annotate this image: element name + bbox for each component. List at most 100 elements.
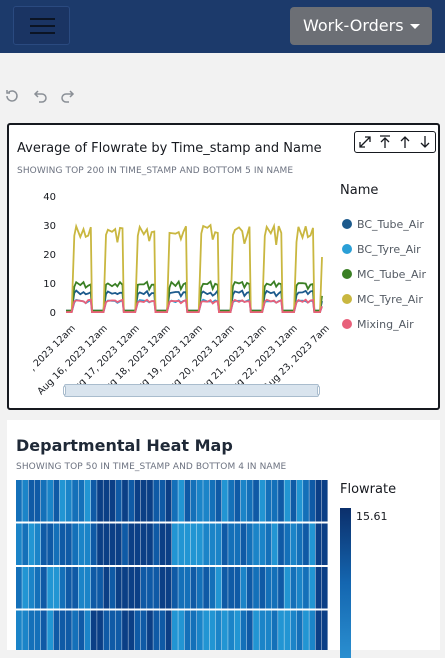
heatmap-cell[interactable] <box>172 523 178 566</box>
heatmap-cell[interactable] <box>221 523 228 566</box>
heatmap-cell[interactable] <box>203 523 210 566</box>
heatmap-cell[interactable] <box>259 480 266 522</box>
heatmap-cell[interactable] <box>28 480 35 522</box>
heatmap-cell[interactable] <box>122 480 128 522</box>
heatmap-cell[interactable] <box>165 567 172 609</box>
heatmap-cell[interactable] <box>196 480 203 522</box>
heatmap-cell[interactable] <box>16 610 22 651</box>
heatmap-cell[interactable] <box>209 567 216 609</box>
heatmap-cell[interactable] <box>184 523 191 566</box>
heatmap-cell[interactable] <box>28 610 35 651</box>
heatmap-cell[interactable] <box>190 567 197 609</box>
heatmap-cell[interactable] <box>40 523 47 566</box>
heatmap-cell[interactable] <box>165 523 172 566</box>
redo-icon[interactable] <box>60 88 76 104</box>
heatmap-cell[interactable] <box>271 610 278 651</box>
heatmap-cell[interactable] <box>97 480 103 522</box>
heatmap-cell[interactable] <box>178 480 185 522</box>
heatmap-cell[interactable] <box>172 480 178 522</box>
heatmap-cell[interactable] <box>253 480 259 522</box>
heatmap-cell[interactable] <box>47 567 54 609</box>
heatmap-cell[interactable] <box>134 523 141 566</box>
heatmap-cell[interactable] <box>84 480 91 522</box>
heatmap-cell[interactable] <box>128 567 135 609</box>
heatmap-cell[interactable] <box>284 480 291 522</box>
heatmap-cell[interactable] <box>253 567 259 609</box>
heatmap-cell[interactable] <box>278 567 284 609</box>
heatmap-cell[interactable] <box>246 610 253 651</box>
heatmap-cell[interactable] <box>209 480 216 522</box>
heatmap-cell[interactable] <box>309 480 316 522</box>
heatmap-cell[interactable] <box>109 480 116 522</box>
heatmap-grid[interactable] <box>16 480 328 650</box>
heatmap-cell[interactable] <box>253 523 259 566</box>
heatmap-cell[interactable] <box>172 567 178 609</box>
heatmap-cell[interactable] <box>184 567 191 609</box>
heatmap-cell[interactable] <box>228 523 234 566</box>
heatmap-cell[interactable] <box>16 480 22 522</box>
heatmap-cell[interactable] <box>165 480 172 522</box>
heatmap-cell[interactable] <box>103 523 110 566</box>
heatmap-cell[interactable] <box>303 567 309 609</box>
heatmap-cell[interactable] <box>203 567 210 609</box>
heatmap-cell[interactable] <box>278 610 284 651</box>
heatmap-cell[interactable] <box>303 523 309 566</box>
heatmap-cell[interactable] <box>103 480 110 522</box>
heatmap-cell[interactable] <box>97 567 103 609</box>
heatmap-cell[interactable] <box>47 480 54 522</box>
heatmap-cell[interactable] <box>284 523 291 566</box>
heatmap-cell[interactable] <box>122 523 128 566</box>
heatmap-cell[interactable] <box>22 523 29 566</box>
heatmap-cell[interactable] <box>240 610 247 651</box>
heatmap-cell[interactable] <box>190 610 197 651</box>
heatmap-cell[interactable] <box>65 523 72 566</box>
heatmap-cell[interactable] <box>221 610 228 651</box>
heatmap-cell[interactable] <box>184 610 191 651</box>
heatmap-cell[interactable] <box>34 610 41 651</box>
heatmap-cell[interactable] <box>40 567 47 609</box>
chart-scrollbar[interactable] <box>63 384 320 397</box>
heatmap-cell[interactable] <box>153 567 160 609</box>
heatmap-cell[interactable] <box>246 567 253 609</box>
heatmap-cell[interactable] <box>90 480 97 522</box>
heatmap-cell[interactable] <box>53 610 60 651</box>
heatmap-cell[interactable] <box>59 523 66 566</box>
heatmap-cell[interactable] <box>47 523 54 566</box>
heatmap-cell[interactable] <box>246 523 253 566</box>
heatmap-cell[interactable] <box>140 523 147 566</box>
series-line-mixing-air[interactable] <box>66 298 323 313</box>
heatmap-cell[interactable] <box>271 523 278 566</box>
heatmap-cell[interactable] <box>228 480 234 522</box>
heatmap-cell[interactable] <box>97 610 103 651</box>
heatmap-cell[interactable] <box>172 610 178 651</box>
heatmap-cell[interactable] <box>296 610 303 651</box>
heatmap-cell[interactable] <box>78 523 85 566</box>
heatmap-cell[interactable] <box>109 610 116 651</box>
heatmap-cell[interactable] <box>296 523 303 566</box>
heatmap-cell[interactable] <box>103 567 110 609</box>
line-chart-visual[interactable]: Average of Flowrate by Time_stamp and Na… <box>7 123 440 410</box>
heatmap-cell[interactable] <box>209 523 216 566</box>
heatmap-cell[interactable] <box>184 480 191 522</box>
heatmap-cell[interactable] <box>321 610 328 651</box>
heatmap-cell[interactable] <box>22 610 29 651</box>
menu-button[interactable] <box>13 6 70 45</box>
heatmap-cell[interactable] <box>134 610 141 651</box>
heatmap-cell[interactable] <box>215 523 222 566</box>
heatmap-cell[interactable] <box>315 480 322 522</box>
heatmap-cell[interactable] <box>78 567 85 609</box>
heatmap-cell[interactable] <box>321 523 328 566</box>
heatmap-cell[interactable] <box>165 610 172 651</box>
heatmap-cell[interactable] <box>265 523 272 566</box>
heatmap-cell[interactable] <box>122 610 128 651</box>
heatmap-cell[interactable] <box>140 480 147 522</box>
heatmap-cell[interactable] <box>109 523 116 566</box>
heatmap-cell[interactable] <box>321 567 328 609</box>
heatmap-cell[interactable] <box>196 523 203 566</box>
heatmap-cell[interactable] <box>72 567 78 609</box>
heatmap-cell[interactable] <box>115 523 122 566</box>
heatmap-cell[interactable] <box>265 610 272 651</box>
heatmap-cell[interactable] <box>84 610 91 651</box>
heatmap-cell[interactable] <box>159 567 166 609</box>
heatmap-cell[interactable] <box>278 480 284 522</box>
